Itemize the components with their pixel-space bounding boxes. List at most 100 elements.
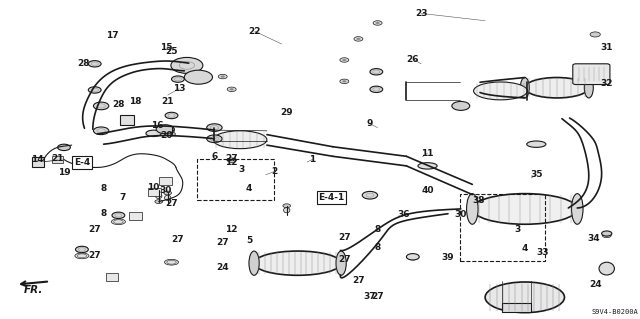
- Ellipse shape: [184, 70, 212, 84]
- Text: 27: 27: [352, 276, 365, 285]
- Ellipse shape: [284, 208, 290, 213]
- Bar: [129, 212, 142, 220]
- Text: 4: 4: [245, 184, 252, 193]
- Text: 24: 24: [589, 280, 602, 289]
- Ellipse shape: [165, 112, 178, 119]
- Ellipse shape: [171, 57, 203, 73]
- Text: 5: 5: [246, 236, 253, 245]
- Ellipse shape: [93, 127, 109, 135]
- Text: 19: 19: [58, 168, 70, 177]
- Ellipse shape: [218, 74, 227, 79]
- Ellipse shape: [354, 37, 363, 41]
- Text: 32: 32: [600, 79, 613, 88]
- Text: 8: 8: [374, 243, 381, 252]
- Ellipse shape: [474, 82, 527, 100]
- Ellipse shape: [249, 251, 259, 275]
- Text: 30: 30: [454, 210, 467, 219]
- Ellipse shape: [227, 158, 236, 162]
- Ellipse shape: [368, 193, 372, 195]
- Ellipse shape: [590, 32, 600, 37]
- Ellipse shape: [164, 191, 172, 195]
- Text: 27: 27: [165, 199, 178, 208]
- Ellipse shape: [111, 219, 125, 225]
- Ellipse shape: [75, 253, 89, 259]
- Ellipse shape: [164, 259, 179, 265]
- FancyBboxPatch shape: [573, 64, 610, 85]
- Text: E-4-1: E-4-1: [318, 193, 345, 202]
- Text: 13: 13: [173, 84, 186, 93]
- Text: FR.: FR.: [24, 285, 43, 295]
- Ellipse shape: [155, 200, 163, 204]
- Bar: [159, 177, 172, 185]
- Text: 34: 34: [588, 234, 600, 243]
- Ellipse shape: [485, 282, 564, 313]
- Text: 37: 37: [364, 292, 376, 300]
- Text: 33: 33: [536, 248, 549, 257]
- Ellipse shape: [599, 262, 614, 275]
- Ellipse shape: [168, 132, 175, 136]
- Text: 27: 27: [338, 233, 351, 242]
- Ellipse shape: [164, 195, 171, 200]
- Text: 24: 24: [216, 263, 229, 272]
- Text: 27: 27: [338, 255, 351, 263]
- Ellipse shape: [452, 101, 470, 110]
- Ellipse shape: [172, 76, 184, 82]
- Ellipse shape: [88, 87, 101, 93]
- Ellipse shape: [373, 21, 382, 25]
- Text: 11: 11: [421, 149, 434, 158]
- Text: 30: 30: [159, 186, 172, 195]
- Text: 15: 15: [160, 43, 173, 52]
- Ellipse shape: [283, 204, 291, 208]
- Text: 27: 27: [216, 238, 229, 247]
- Text: 4: 4: [522, 244, 528, 253]
- Bar: [120, 115, 134, 125]
- Text: 3: 3: [239, 165, 245, 174]
- Ellipse shape: [602, 233, 611, 238]
- Text: 22: 22: [248, 27, 261, 36]
- Text: 35: 35: [530, 170, 543, 179]
- Ellipse shape: [230, 88, 234, 90]
- Ellipse shape: [221, 76, 225, 78]
- Text: S9V4-B0200A: S9V4-B0200A: [592, 309, 639, 315]
- Text: 10: 10: [147, 183, 160, 192]
- Text: 40: 40: [421, 186, 434, 195]
- Text: 38: 38: [472, 196, 485, 205]
- Text: 9: 9: [367, 119, 373, 128]
- Ellipse shape: [527, 141, 546, 147]
- Text: 1: 1: [309, 155, 316, 164]
- Ellipse shape: [362, 191, 378, 199]
- Text: 28: 28: [77, 59, 90, 68]
- Text: 27: 27: [225, 154, 238, 163]
- Text: 2: 2: [271, 167, 277, 176]
- Text: 6: 6: [211, 152, 218, 161]
- Text: 8: 8: [374, 225, 381, 234]
- Ellipse shape: [572, 194, 583, 224]
- Ellipse shape: [112, 212, 125, 219]
- Ellipse shape: [406, 254, 419, 260]
- Ellipse shape: [336, 251, 346, 275]
- Text: 39: 39: [442, 253, 454, 262]
- Text: 27: 27: [88, 225, 101, 234]
- Text: 23: 23: [415, 9, 428, 18]
- Ellipse shape: [156, 193, 162, 198]
- Text: 8: 8: [100, 209, 107, 218]
- Ellipse shape: [376, 22, 380, 24]
- Text: 12: 12: [225, 158, 238, 167]
- Ellipse shape: [230, 159, 234, 161]
- Text: E-4: E-4: [74, 158, 90, 167]
- Bar: [502, 303, 531, 312]
- Ellipse shape: [472, 194, 577, 224]
- Text: 18: 18: [129, 97, 142, 106]
- Text: 20: 20: [160, 131, 173, 140]
- Text: 31: 31: [600, 43, 613, 52]
- Ellipse shape: [602, 231, 612, 236]
- Text: 14: 14: [31, 155, 44, 164]
- Ellipse shape: [156, 125, 174, 134]
- Ellipse shape: [411, 257, 415, 259]
- Ellipse shape: [342, 59, 346, 61]
- Ellipse shape: [88, 61, 101, 67]
- Text: 8: 8: [100, 184, 107, 193]
- Ellipse shape: [254, 251, 341, 275]
- Text: 12: 12: [225, 225, 238, 234]
- Text: 7: 7: [120, 193, 126, 202]
